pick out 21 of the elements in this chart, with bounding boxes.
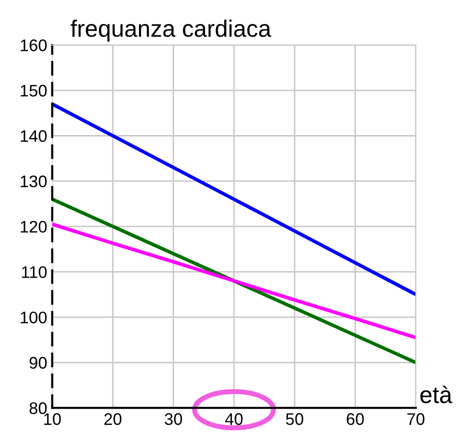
line-series [52, 102, 416, 296]
x-axis-title: età [420, 386, 452, 404]
x-tick-label: 50 [286, 413, 304, 425]
y-tick-label: 90 [30, 356, 47, 369]
y-tick-label: 100 [20, 312, 47, 324]
x-tick-label: 40 [225, 413, 243, 425]
y-tick-label: 150 [20, 84, 47, 97]
x-tick-label: 70 [407, 413, 424, 425]
chart-title: frequanza cardiaca [70, 20, 272, 42]
line-series [52, 222, 416, 340]
y-tick-label: 130 [20, 176, 47, 188]
x-tick-label: 10 [44, 413, 61, 425]
y-tick-label: 120 [20, 220, 47, 233]
line-series [52, 198, 416, 364]
y-tick-label: 110 [22, 266, 47, 278]
x-tick-label: 30 [164, 413, 182, 425]
y-tick-label: 80 [30, 402, 47, 414]
x-tick-label: 60 [346, 413, 364, 425]
x-tick-label: 20 [104, 413, 122, 425]
y-tick-label: 140 [20, 130, 47, 142]
y-tick-label: 160 [20, 39, 47, 52]
